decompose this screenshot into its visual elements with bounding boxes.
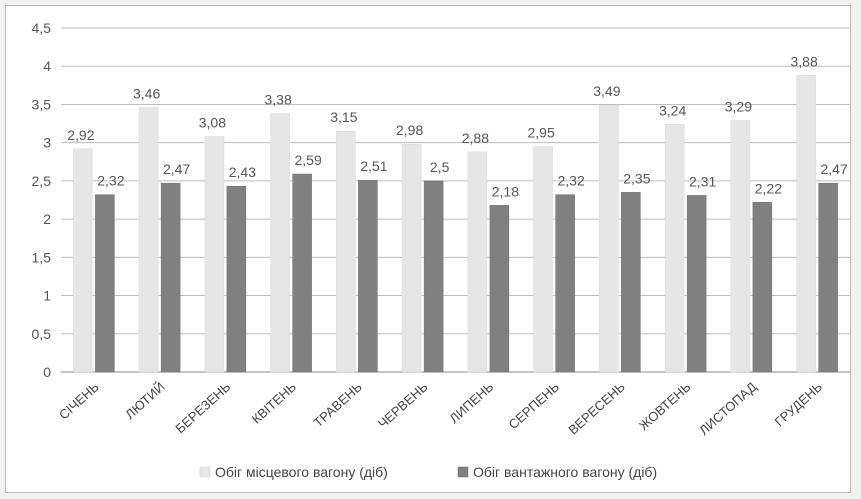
bar-freight-wagon: [160, 182, 181, 373]
data-label: 3,46: [133, 86, 160, 102]
data-label: 2,22: [755, 180, 782, 196]
category-label: ЛИПЕНЬ: [446, 379, 496, 426]
data-label: 2,35: [623, 170, 650, 186]
bar-freight-wagon: [818, 182, 838, 373]
bar-local-wagon: [336, 130, 356, 373]
category-label: ТРАВЕНЬ: [310, 379, 364, 430]
y-tick-label: 0,5: [32, 326, 52, 342]
category-label: ГРУДЕНЬ: [772, 379, 826, 429]
legend-swatch-local: [199, 466, 211, 478]
data-label: 2,32: [97, 173, 124, 189]
data-label: 2,51: [360, 158, 387, 174]
bar-freight-wagon: [423, 180, 444, 373]
bar-local-wagon: [730, 120, 751, 373]
bar-local-wagon: [270, 113, 290, 373]
data-label: 3,08: [199, 115, 226, 131]
y-tick-label: 2: [43, 211, 51, 227]
bar-local-wagon: [138, 107, 159, 373]
bar-freight-wagon: [555, 194, 575, 373]
category-label: ЛЮТИЙ: [122, 379, 167, 422]
category-label: СЕРПЕНЬ: [506, 379, 563, 432]
gridlines: [61, 27, 850, 373]
y-tick-label: 0: [43, 364, 51, 380]
y-tick-label: 2,5: [32, 173, 52, 189]
bar-local-wagon: [73, 148, 93, 373]
data-label: 2,59: [295, 152, 322, 168]
y-tick-label: 4,5: [32, 20, 52, 36]
data-label: 2,5: [430, 159, 450, 175]
y-tick-label: 1: [43, 288, 51, 304]
chart-frame: 0 0,5 1 1,5 2 2,5 3 3,5 4 4,5 2,92 2,32 3,46 2,47 3,0…: [5, 5, 851, 493]
y-tick-label: 3: [43, 135, 51, 151]
bar-local-wagon: [599, 104, 619, 373]
data-label: 2,32: [558, 173, 585, 189]
data-label: 3,38: [265, 92, 292, 108]
y-tick-label: 4: [43, 58, 51, 74]
data-label: 3,29: [725, 98, 752, 114]
bar-freight-wagon: [292, 173, 312, 373]
category-label: ЖОВТЕНЬ: [636, 379, 694, 433]
bar-freight-wagon: [358, 179, 378, 373]
data-label: 2,31: [689, 173, 716, 189]
bar-local-wagon: [401, 143, 422, 373]
bar-freight-wagon: [752, 202, 773, 373]
bar-local-wagon: [533, 146, 553, 373]
bar-local-wagon: [204, 136, 225, 373]
y-axis-ticks: 0 0,5 1 1,5 2 2,5 3 3,5 4 4,5: [32, 20, 52, 380]
y-tick-label: 1,5: [32, 249, 52, 265]
data-label: 3,49: [593, 83, 620, 99]
legend: Обіг місцевого вагону (діб) Обіг вантажно…: [199, 464, 657, 480]
category-label: ЛИСТОПАД: [696, 379, 759, 438]
data-label: 2,95: [528, 124, 555, 140]
bar-freight-wagon: [226, 185, 247, 373]
data-label: 2,88: [462, 130, 489, 146]
category-labels: СІЧЕНЬ ЛЮТИЙ БЕРЕЗЕНЬ КВІТЕНЬ ТРАВЕНЬ ЧЕРВЕНЬ…: [56, 379, 825, 438]
data-label: 3,15: [330, 109, 357, 125]
y-tick-label: 3,5: [32, 96, 52, 112]
bars: [73, 75, 838, 373]
data-label: 2,92: [67, 127, 94, 143]
legend-swatch-freight: [457, 466, 469, 478]
data-label: 2,47: [163, 161, 190, 177]
category-label: СІЧЕНЬ: [56, 379, 102, 422]
bar-local-wagon: [467, 151, 488, 373]
bar-local-wagon: [796, 75, 816, 373]
data-label: 2,18: [492, 183, 519, 199]
legend-label-freight: Обіг вантажного вагону (діб): [473, 464, 657, 480]
bar-freight-wagon: [621, 192, 641, 373]
category-label: КВІТЕНЬ: [249, 379, 299, 427]
category-label: ЧЕРВЕНЬ: [375, 379, 431, 431]
bar-freight-wagon: [686, 195, 707, 373]
data-label: 3,88: [791, 53, 818, 69]
bar-freight-wagon: [95, 194, 115, 373]
legend-label-local: Обіг місцевого вагону (діб): [215, 464, 388, 480]
data-label: 3,24: [659, 102, 686, 118]
data-label: 2,98: [396, 122, 423, 138]
data-label: 2,43: [229, 164, 256, 180]
data-label: 2,47: [821, 161, 848, 177]
category-label: БЕРЕЗЕНЬ: [172, 379, 233, 436]
bar-chart: 0 0,5 1 1,5 2 2,5 3 3,5 4 4,5 2,92 2,32 3,46 2,47 3,0…: [32, 20, 850, 480]
data-labels: 2,92 2,32 3,46 2,47 3,08 2,43 3,38 2,59 3,15 2,51…: [67, 53, 848, 199]
bar-local-wagon: [664, 124, 685, 373]
bar-freight-wagon: [489, 205, 510, 373]
category-label: ВЕРЕСЕНЬ: [565, 379, 628, 437]
